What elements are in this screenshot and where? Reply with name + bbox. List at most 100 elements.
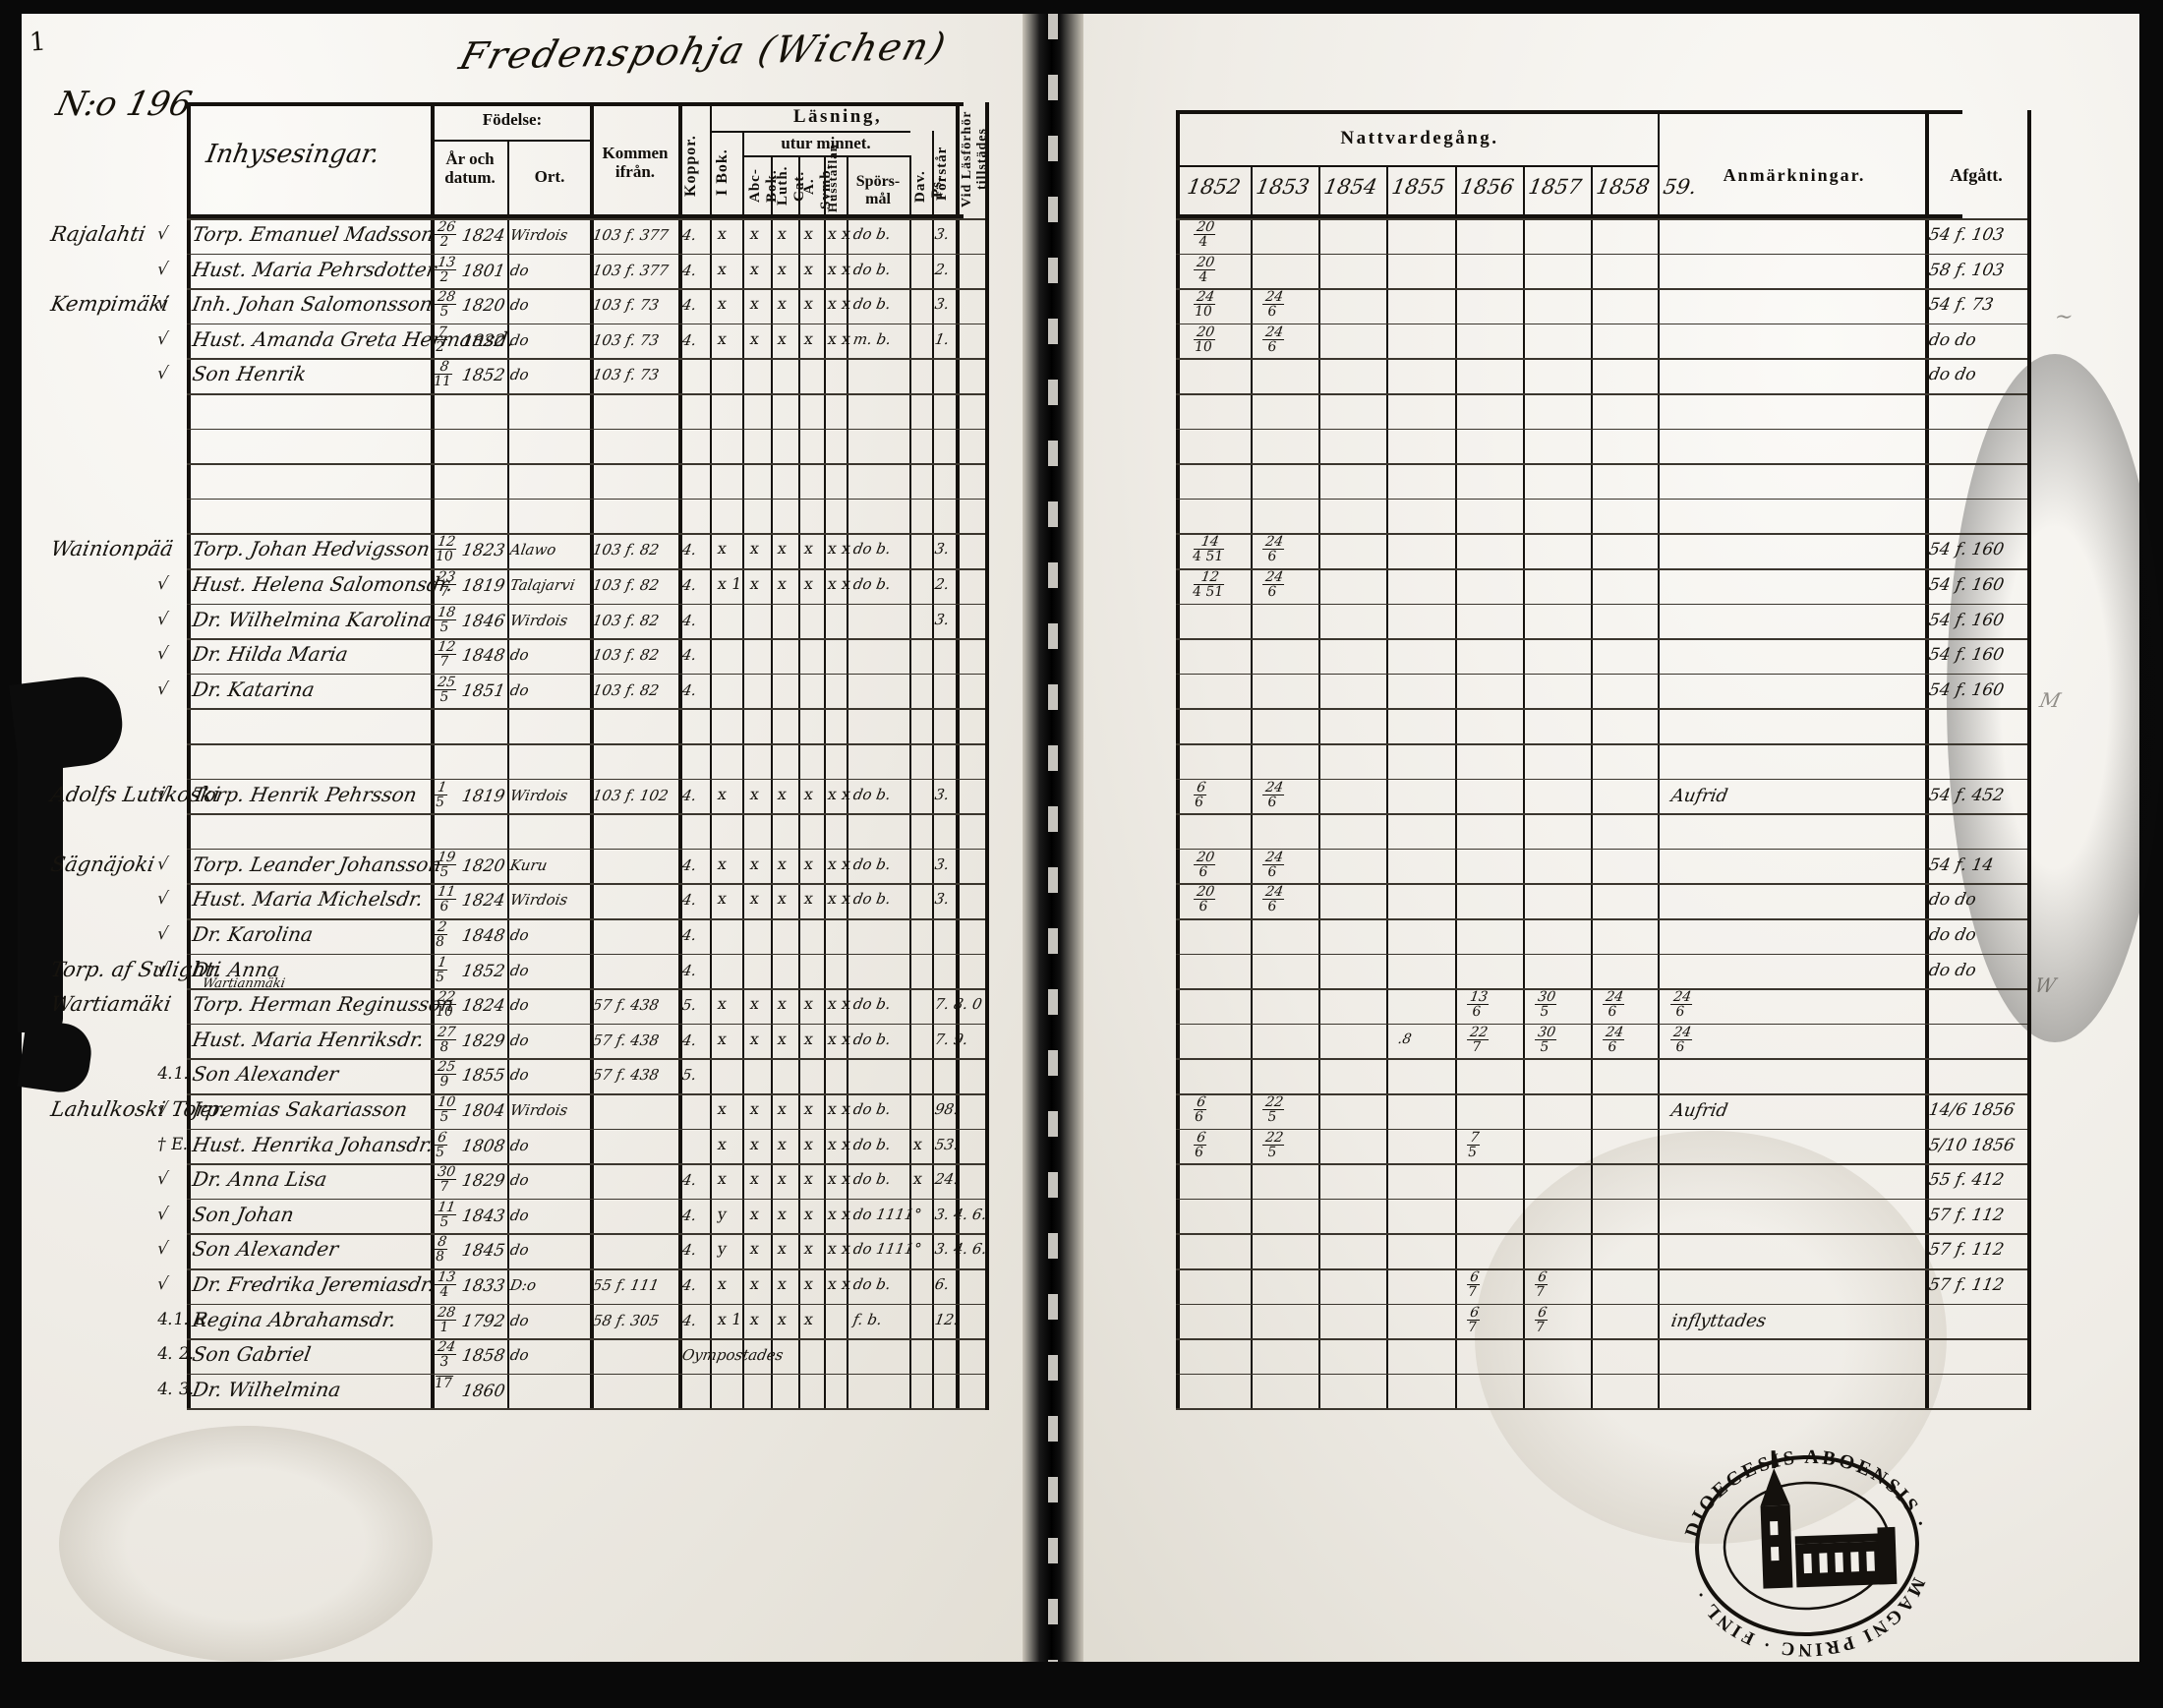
farm-label: Sägnäjoki: [48, 852, 157, 876]
mark-sporsmal: do b.: [851, 785, 893, 803]
row-divider-left: [187, 463, 985, 465]
row-divider-left: [187, 638, 985, 640]
row-divider-left: [187, 848, 985, 851]
row-divider-right: [1176, 288, 2027, 290]
birth-place: do: [508, 1346, 531, 1365]
mark-sporsmal: do b.: [851, 854, 893, 873]
departed-text: 54 f. 14: [1927, 854, 1995, 875]
communion-date: 30 5: [1533, 1025, 1559, 1055]
communion-year-1857: 1857: [1526, 175, 1584, 199]
smallpox-mark: 4.: [680, 261, 698, 279]
archive-stamp: DIOECESIS ABOENSIS · MAGNI PRINC · FINL …: [1667, 1423, 1947, 1668]
header-by-memory: utur minnet.: [781, 134, 871, 152]
row-divider-right: [1176, 743, 2027, 745]
mark-husstaflan: x x: [826, 328, 852, 348]
communion-date: 14 4 51: [1192, 534, 1227, 565]
birth-place: do: [508, 961, 531, 979]
person-name: Hust. Maria Henriksdr.: [190, 1027, 427, 1051]
mark-sporsmal: do 1111°: [851, 1205, 923, 1223]
row-divider-right: [1176, 603, 2027, 606]
row-divider-right: [1176, 953, 2027, 956]
header-communion-group: Nattvardegång.: [1340, 128, 1499, 148]
came-from: 103 f. 73: [591, 296, 661, 315]
came-from: 58 f. 305: [591, 1311, 661, 1329]
header-smallpox: Koppor.: [682, 135, 699, 198]
birth-year: 1823: [460, 541, 507, 561]
row-divider-left: [187, 1023, 985, 1026]
came-from: 103 f. 73: [591, 330, 661, 349]
birth-year: 1819: [460, 576, 507, 596]
row-divider-right: [1176, 1373, 2027, 1376]
mark-husstaflan: x x: [826, 294, 852, 314]
mark-forstar: 3.: [933, 785, 951, 803]
birth-place: do: [508, 366, 531, 384]
row-divider-left: [187, 1268, 985, 1270]
departed-text: 54 f. 73: [1927, 295, 1995, 316]
birth-place: Wirdois: [508, 891, 569, 910]
birth-year: 1858: [460, 1346, 507, 1367]
birth-year: 1848: [460, 646, 507, 667]
person-name: Torp. Henrik Pehrsson: [190, 782, 419, 806]
row-divider-left: [187, 1058, 985, 1060]
birth-year: 1804: [460, 1101, 507, 1121]
birth-date: 18 5: [433, 605, 459, 635]
departed-text: 57 f. 112: [1927, 1205, 2006, 1225]
row-divider-right: [1176, 568, 2027, 570]
row-divider-left: [187, 1408, 985, 1410]
row-divider-right: [1176, 848, 2027, 851]
departed-text: 54 f. 160: [1927, 679, 2006, 700]
row-divider-right: [1176, 813, 2027, 815]
person-name: Torp. Johan Hedvigsson: [190, 537, 433, 561]
mark-sporsmal: do b.: [851, 890, 893, 909]
smallpox-mark: 4.: [680, 1311, 698, 1329]
mark-husstaflan: x x: [826, 994, 852, 1014]
mark-forstar: 12.: [933, 1310, 961, 1328]
birth-year: 1822: [460, 330, 507, 351]
mark-husstaflan: x x: [826, 784, 852, 803]
row-divider-right: [1176, 533, 2027, 535]
birth-place: do: [508, 1136, 531, 1154]
header-birth-year: År och datum.: [444, 149, 496, 188]
header-reading-group: Läsning,: [792, 106, 883, 127]
birth-date: 13 4: [433, 1269, 459, 1300]
mark-husstaflan: x x: [826, 224, 852, 243]
birth-place: Alawo: [508, 541, 558, 560]
row-divider-right: [1176, 638, 2027, 640]
departed-text: 54 f. 160: [1927, 610, 2006, 630]
row-divider-left: [187, 1338, 985, 1340]
birth-place: do: [508, 1171, 531, 1190]
mark-forstar: 3. 4. 6.: [933, 1205, 989, 1223]
person-name: Torp. Emanuel Madsson: [190, 222, 437, 246]
mark-sporsmal: do b.: [851, 1100, 893, 1118]
mark-husstaflan: x x: [826, 1029, 852, 1048]
person-name: Dr. Katarina: [190, 677, 317, 701]
row-divider-left: [187, 1163, 985, 1165]
header-dav-ps: Dav. Ps.: [912, 170, 945, 204]
birth-date: 19 5: [433, 850, 459, 880]
communion-year-1854: 1854: [1321, 175, 1379, 199]
row-divider-right: [1176, 1233, 2027, 1235]
mark-husstaflan: x x: [826, 1274, 852, 1293]
birth-place: Wirdois: [508, 786, 569, 804]
birth-place: Wirdois: [508, 226, 569, 244]
row-divider-left: [187, 1373, 985, 1376]
row-divider-right: [1176, 498, 2027, 501]
mark-sporsmal: m. b.: [851, 329, 893, 348]
communion-date: 24 6: [1601, 1025, 1627, 1055]
person-name: Dr. Karolina: [190, 922, 316, 946]
svg-text:MAGNI PRINC · FINL ·: MAGNI PRINC · FINL ·: [1689, 1574, 1931, 1665]
person-name: Dr. Fredrika Jeremiasdr.: [190, 1272, 437, 1296]
departed-text: do do: [1927, 890, 1978, 911]
birth-year: 1852: [460, 961, 507, 981]
header-forstar: Förstår: [934, 146, 950, 201]
folio-mark: 1: [28, 27, 48, 58]
row-divider-right: [1176, 1128, 2027, 1131]
birth-date: 13 2: [433, 255, 459, 285]
birth-date: 17: [433, 1375, 454, 1391]
person-name: Regina Abrahamsdr.: [190, 1307, 398, 1331]
row-divider-left: [187, 918, 985, 920]
communion-date: 22 5: [1260, 1094, 1287, 1125]
row-divider-left: [187, 883, 985, 885]
came-from: 103 f. 377: [591, 226, 671, 244]
header-a-symb: A. Symb.: [801, 164, 834, 208]
